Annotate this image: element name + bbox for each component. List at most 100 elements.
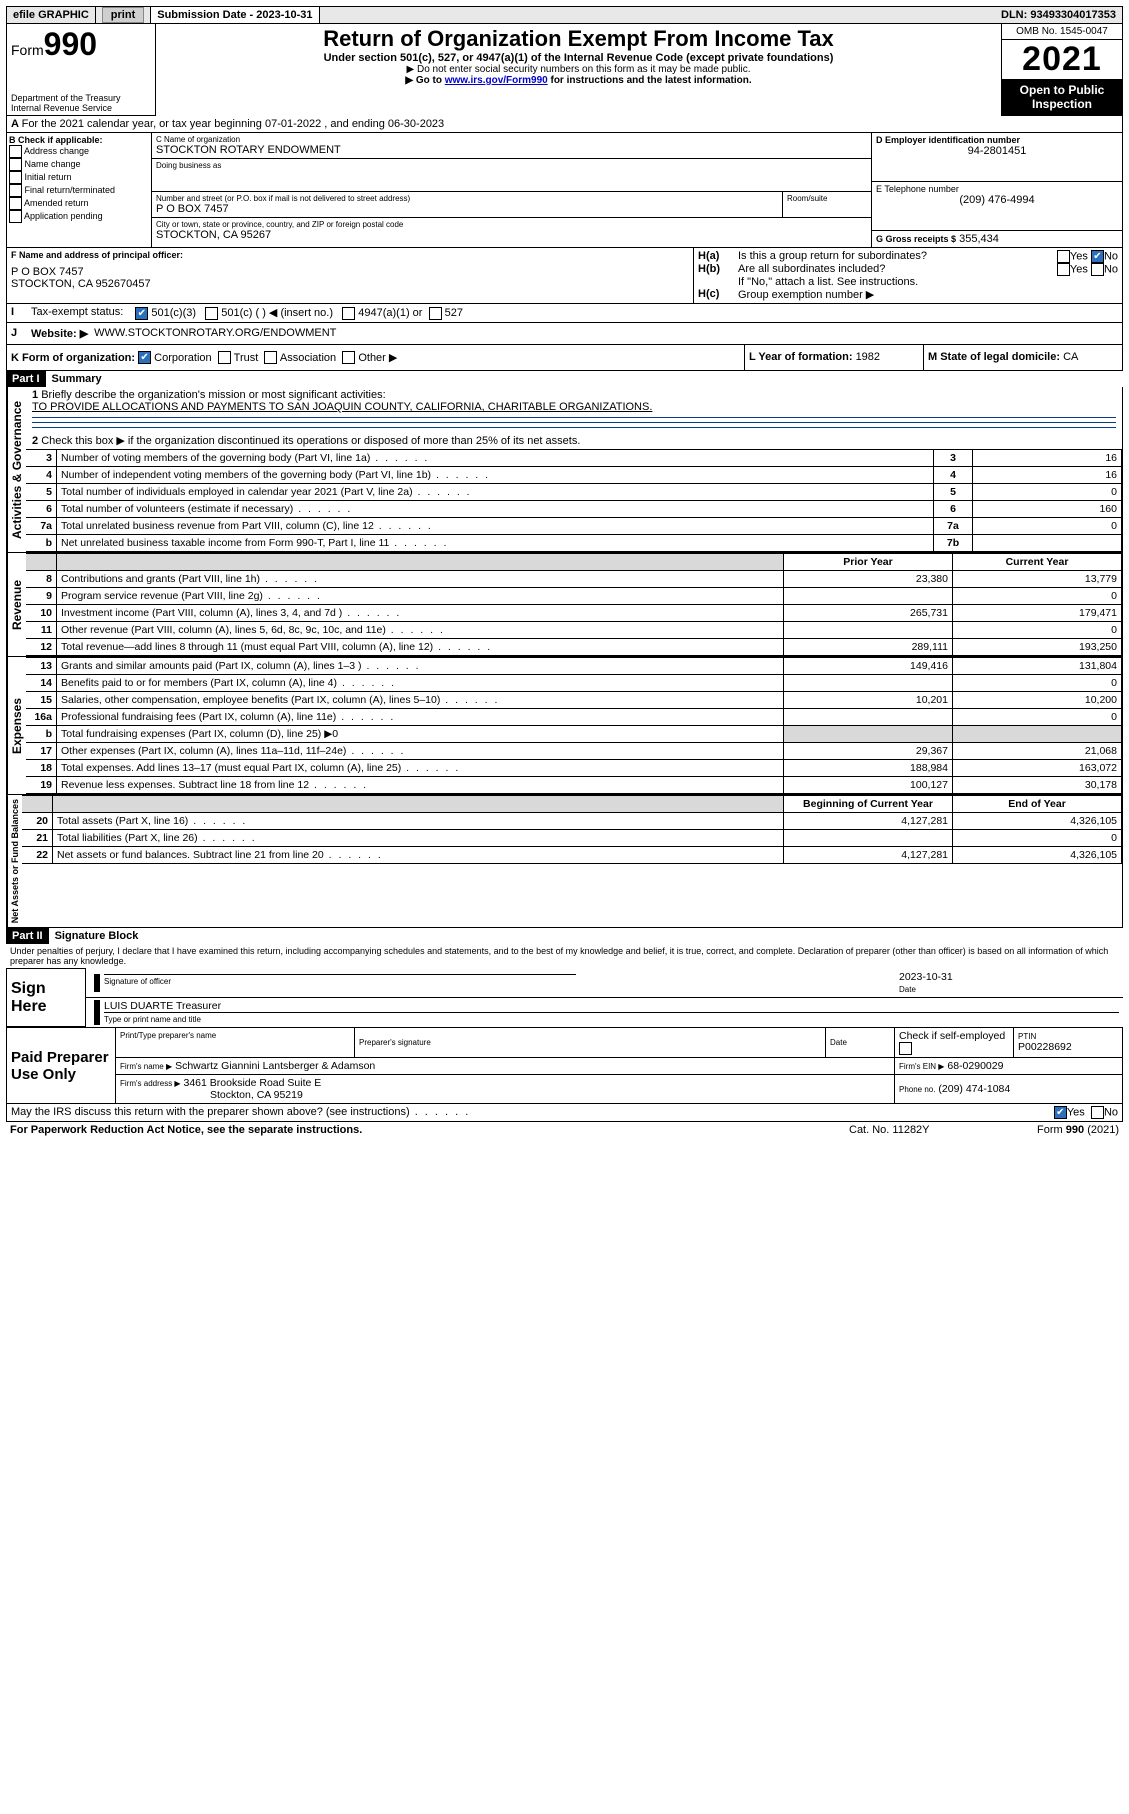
form-subtitle: Under section 501(c), 527, or 4947(a)(1)… [160,52,997,64]
part2-label: Part II [6,928,49,944]
section-governance: Activities & Governance 1 Briefly descri… [6,387,1123,553]
firm-addr1: 3461 Brookside Road Suite E [184,1077,322,1089]
line-j: J Website: ▶ WWW.STOCKTONROTARY.ORG/ENDO… [6,323,1123,345]
dept-treasury: Department of the Treasury [11,93,151,103]
b-label: B Check if applicable: [9,135,149,145]
org-name: STOCKTON ROTARY ENDOWMENT [156,144,867,156]
line-klm: K Form of organization: ✔ Corporation Tr… [6,345,1123,372]
paid-preparer-block: Paid Preparer Use Only Print/Type prepar… [6,1027,1123,1104]
city-state-zip: STOCKTON, CA 95267 [156,229,867,241]
vlabel-governance: Activities & Governance [7,387,26,552]
l1-prompt: Briefly describe the organization's miss… [41,389,385,401]
checkbox-app-pending[interactable] [9,210,22,223]
ha-yes-checkbox[interactable] [1057,250,1070,263]
line-i: I Tax-exempt status: ✔ 501(c)(3) 501(c) … [6,304,1123,323]
part2-header: Part II Signature Block [6,928,1123,944]
checkbox-final-return[interactable] [9,184,22,197]
line-a: A For the 2021 calendar year, or tax yea… [6,116,1123,133]
telephone: (209) 476-4994 [876,194,1118,206]
firm-name: Schwartz Giannini Lantsberger & Adamson [175,1060,375,1072]
expenses-table: 13 Grants and similar amounts paid (Part… [26,657,1122,794]
form-header: Form990 Department of the Treasury Inter… [6,24,1123,116]
year-formation: 1982 [856,351,880,363]
hb-no-checkbox[interactable] [1091,263,1104,276]
part1-label: Part I [6,371,46,387]
dba-label: Doing business as [156,161,867,170]
hb-note: If "No," attach a list. See instructions… [698,276,1118,288]
state-domicile: CA [1063,351,1078,363]
vlabel-expenses: Expenses [7,657,26,794]
sig-officer-label: Signature of officer [104,977,171,986]
checkbox-assoc[interactable] [264,351,277,364]
checkbox-corp[interactable]: ✔ [138,351,151,364]
paperwork-notice: For Paperwork Reduction Act Notice, see … [10,1124,849,1136]
hb-yes-checkbox[interactable] [1057,263,1070,276]
officer-addr2: STOCKTON, CA 952670457 [11,278,689,290]
print-btn-label: print [102,7,144,23]
checkbox-other[interactable] [342,351,355,364]
vlabel-revenue: Revenue [7,553,26,656]
tax-year: 2021 [1002,40,1122,79]
goto-line: ▶ Go to www.irs.gov/Form990 for instruct… [160,75,997,86]
j-label: Website: ▶ [31,327,88,340]
hb-text: Are all subordinates included? [738,263,1057,276]
efile-label: efile GRAPHIC [7,7,96,23]
section-f-h: F Name and address of principal officer:… [6,248,1123,304]
officer-addr1: P O BOX 7457 [11,266,689,278]
checkbox-initial-return[interactable] [9,171,22,184]
section-b-to-g: B Check if applicable: Address change Na… [6,133,1123,248]
mission-text: TO PROVIDE ALLOCATIONS AND PAYMENTS TO S… [32,401,1116,413]
top-bar: efile GRAPHIC print Submission Date - 20… [6,6,1123,24]
checkbox-4947[interactable] [342,307,355,320]
firm-phone: (209) 474-1084 [938,1083,1010,1095]
part2-title: Signature Block [49,928,1123,944]
paid-preparer-label: Paid Preparer Use Only [7,1028,116,1104]
discuss-no-checkbox[interactable] [1091,1106,1104,1119]
firm-ein: 68-0290029 [947,1060,1003,1072]
checkbox-501c3[interactable]: ✔ [135,307,148,320]
hc-text: Group exemption number ▶ [738,288,874,301]
checkbox-name-change[interactable] [9,158,22,171]
goto-pre: ▶ Go to [405,75,444,86]
open-to-public: Open to Public Inspection [1002,79,1122,115]
irs-label: Internal Revenue Service [11,103,151,113]
g-label: G Gross receipts $ [876,234,956,244]
checkbox-527[interactable] [429,307,442,320]
section-expenses: Expenses 13 Grants and similar amounts p… [6,657,1123,795]
c-name-label: C Name of organization [156,135,867,144]
print-button[interactable]: print [96,7,151,23]
e-label: E Telephone number [876,184,1118,194]
ssn-warning: ▶ Do not enter social security numbers o… [160,64,997,75]
street-address: P O BOX 7457 [156,203,778,215]
part1-header: Part I Summary [6,371,1123,387]
form-label: Form990 [11,26,151,63]
checkbox-trust[interactable] [218,351,231,364]
f-label: F Name and address of principal officer: [11,250,689,260]
form-title: Return of Organization Exempt From Incom… [160,26,997,52]
checkbox-501c[interactable] [205,307,218,320]
firm-addr2: Stockton, CA 95219 [120,1089,890,1101]
sign-date: 2023-10-31 [899,971,1119,983]
section-netassets: Net Assets or Fund Balances Beginning of… [6,795,1123,928]
sign-here-label: Sign Here [7,969,86,1027]
ptin: P00228692 [1018,1041,1118,1053]
perjury-statement: Under penalties of perjury, I declare th… [6,944,1123,968]
date-label: Date [899,985,916,994]
discuss-line: May the IRS discuss this return with the… [6,1104,1123,1122]
submission-date: Submission Date - 2023-10-31 [151,7,319,23]
l2-text: Check this box ▶ if the organization dis… [41,435,580,447]
part1-title: Summary [46,371,1123,387]
tax-year-range: For the 2021 calendar year, or tax year … [22,118,445,130]
checkbox-self-employed[interactable] [899,1042,912,1055]
checkbox-amended[interactable] [9,197,22,210]
room-label: Room/suite [787,194,867,203]
d-label: D Employer identification number [876,135,1118,145]
checkbox-address-change[interactable] [9,145,22,158]
footer: For Paperwork Reduction Act Notice, see … [6,1122,1123,1138]
ha-no-checkbox[interactable]: ✔ [1091,250,1104,263]
governance-table: 3 Number of voting members of the govern… [26,449,1122,552]
irs-link[interactable]: www.irs.gov/Form990 [445,75,548,86]
city-label: City or town, state or province, country… [156,220,867,229]
website: WWW.STOCKTONROTARY.ORG/ENDOWMENT [94,327,336,340]
discuss-yes-checkbox[interactable]: ✔ [1054,1106,1067,1119]
